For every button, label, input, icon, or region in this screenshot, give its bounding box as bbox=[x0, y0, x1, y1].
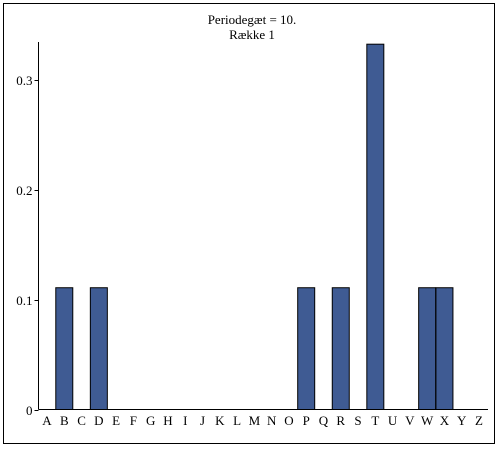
x-tick-label: O bbox=[284, 413, 293, 428]
x-tick-label: D bbox=[94, 413, 103, 428]
bar-w bbox=[418, 287, 437, 411]
x-tick-label: Y bbox=[457, 413, 467, 428]
x-tick-label: T bbox=[371, 413, 379, 428]
x-tick-label: X bbox=[440, 413, 450, 428]
chart-frame bbox=[3, 3, 495, 444]
bar-d bbox=[89, 287, 108, 411]
y-tick-label: 0.2 bbox=[16, 183, 32, 198]
bar-t bbox=[366, 43, 385, 410]
bar-r bbox=[331, 287, 350, 411]
x-tick-label: C bbox=[77, 413, 86, 428]
x-tick-label: J bbox=[200, 413, 205, 428]
x-tick-label: K bbox=[215, 413, 225, 428]
y-tick-label: 0.1 bbox=[16, 293, 32, 308]
chart-title: Periodegæt = 10. bbox=[208, 12, 297, 27]
x-tick-label: B bbox=[60, 413, 69, 428]
bar-x bbox=[435, 287, 454, 411]
chart-subtitle: Række 1 bbox=[229, 27, 275, 42]
x-tick-label: G bbox=[146, 413, 155, 428]
x-tick-label: N bbox=[267, 413, 277, 428]
x-tick-label: M bbox=[249, 413, 261, 428]
x-tick-label: L bbox=[233, 413, 241, 428]
x-tick-label: R bbox=[336, 413, 345, 428]
x-tick-label: W bbox=[421, 413, 434, 428]
x-tick-label: U bbox=[388, 413, 398, 428]
y-tick-label: 0.3 bbox=[16, 73, 32, 88]
x-tick-label: I bbox=[183, 413, 187, 428]
y-axis: 0 0.1 0.2 0.3 bbox=[16, 42, 39, 418]
x-tick-label: V bbox=[405, 413, 415, 428]
x-tick-label: E bbox=[112, 413, 120, 428]
x-tick-label: H bbox=[163, 413, 172, 428]
y-tick-label: 0 bbox=[26, 403, 33, 418]
bars-group bbox=[55, 43, 454, 411]
bar-b bbox=[55, 287, 74, 411]
x-tick-label: F bbox=[130, 413, 137, 428]
x-tick-label: A bbox=[42, 413, 52, 428]
x-tick-label: S bbox=[354, 413, 361, 428]
bar-p bbox=[297, 287, 316, 411]
x-tick-label: P bbox=[303, 413, 310, 428]
x-tick-label: Q bbox=[319, 413, 329, 428]
x-tick-label: Z bbox=[475, 413, 483, 428]
